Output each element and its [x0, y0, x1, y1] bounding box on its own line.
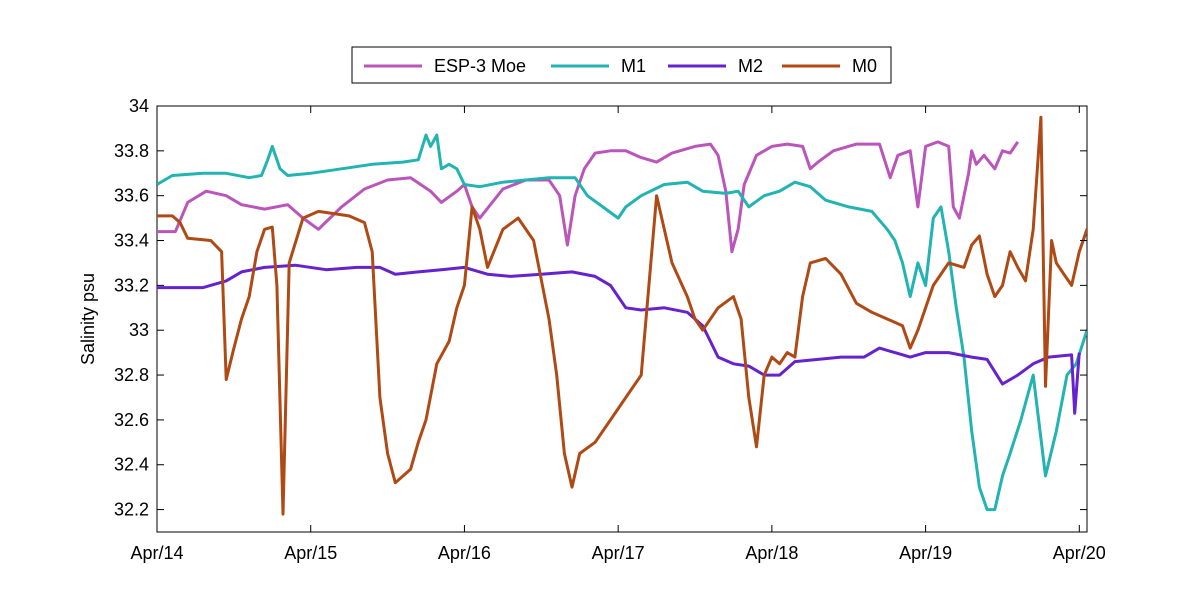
y-tick-label: 33.8 [114, 141, 149, 161]
y-tick-label: 32.8 [114, 365, 149, 385]
x-tick-label: Apr/18 [745, 543, 798, 563]
x-tick-label: Apr/17 [592, 543, 645, 563]
y-tick-label: 34 [129, 96, 149, 116]
y-tick-label: 33 [129, 320, 149, 340]
y-axis-label: Salinity psu [78, 273, 98, 365]
y-tick-label: 32.6 [114, 410, 149, 430]
x-tick-label: Apr/14 [130, 543, 183, 563]
series-line-m1 [157, 133, 1087, 512]
x-tick-label: Apr/15 [284, 543, 337, 563]
series-layer [157, 115, 1087, 516]
y-tick-label: 32.4 [114, 455, 149, 475]
legend-label-m2: M2 [738, 56, 763, 76]
x-tick-label: Apr/19 [899, 543, 952, 563]
plot-area [156, 105, 1088, 533]
x-tick-label: Apr/16 [438, 543, 491, 563]
ticks-layer: Apr/14 Apr/15 Apr/16 Apr/17 Apr/18 Apr/19 Apr/… [114, 96, 1106, 563]
series-line-m2 [157, 263, 1081, 415]
y-tick-label: 33.6 [114, 186, 149, 206]
legend-label-m1: M1 [621, 56, 646, 76]
series-line-m0 [157, 115, 1087, 516]
series-line-esp-3-moe [157, 140, 1020, 254]
y-tick-label: 33.4 [114, 231, 149, 251]
legend[interactable]: ESP-3 Moe M1 M2 M0 [351, 46, 892, 84]
legend-label-m0: M0 [852, 56, 877, 76]
y-tick-label: 32.2 [114, 500, 149, 520]
y-tick-label: 33.2 [114, 275, 149, 295]
legend-label-esp-3-moe: ESP-3 Moe [434, 56, 526, 76]
x-tick-label: Apr/20 [1053, 543, 1106, 563]
